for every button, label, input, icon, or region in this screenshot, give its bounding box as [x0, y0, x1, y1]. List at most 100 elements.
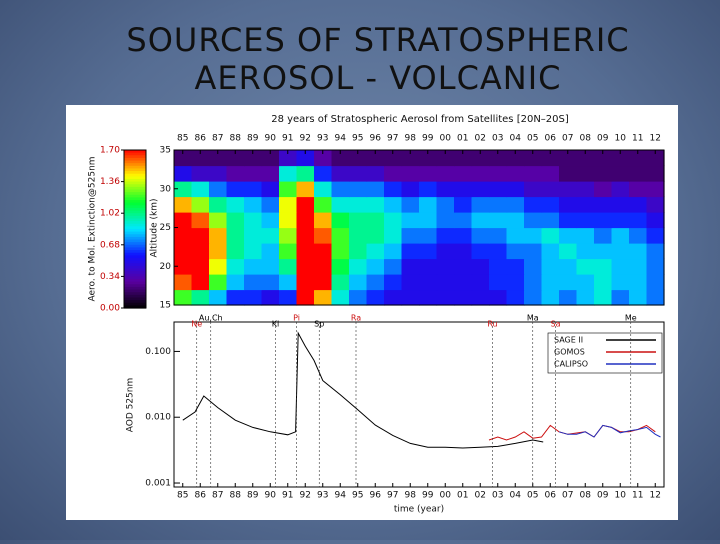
heat-cell — [331, 196, 350, 213]
heat-cell — [331, 258, 350, 275]
volcano-label: Ma — [527, 314, 539, 323]
heat-cell — [191, 196, 210, 213]
heat-cell — [191, 165, 210, 182]
colorbar-swatch — [124, 202, 146, 206]
heat-cell — [594, 289, 613, 306]
colorbar-swatch — [124, 205, 146, 209]
heat-cell — [471, 181, 490, 198]
x-tick-label: 89 — [247, 134, 259, 144]
x-tick-label: 03 — [492, 491, 503, 501]
heat-cell — [261, 196, 280, 213]
colorbar-swatch — [124, 273, 146, 277]
heat-cell — [349, 165, 368, 182]
heat-cell — [559, 196, 578, 213]
colorbar-swatch — [124, 197, 146, 201]
y-tick-label: 25 — [160, 223, 171, 233]
heat-cell — [419, 181, 438, 198]
colorbar-swatch — [124, 302, 146, 306]
heat-cell — [384, 212, 403, 229]
x-tick-label: 10 — [615, 134, 627, 144]
heat-cell — [191, 274, 210, 291]
slide-title: AEROSOL - VOLCANIC — [194, 59, 561, 97]
colorbar-swatch — [124, 231, 146, 235]
heat-cell — [401, 274, 420, 291]
heat-cell — [314, 165, 333, 182]
x-tick-label: 98 — [405, 134, 417, 144]
heat-cell — [629, 181, 648, 198]
heat-cell — [331, 150, 350, 167]
colorbar-swatch — [124, 160, 146, 164]
heat-cell — [436, 212, 455, 229]
heat-cell — [296, 196, 315, 213]
heat-cell — [611, 227, 630, 244]
volcano-label: Ra — [351, 314, 361, 323]
heat-cell — [384, 165, 403, 182]
heat-cell — [524, 150, 543, 167]
heat-cell — [331, 289, 350, 306]
heat-cell — [524, 196, 543, 213]
x-tick-label: 06 — [545, 491, 557, 501]
heat-cell — [454, 289, 473, 306]
heat-cell — [611, 258, 630, 275]
legend-box — [547, 332, 663, 374]
heat-cell — [471, 289, 490, 306]
heat-cell — [594, 150, 613, 167]
heat-cell — [541, 212, 560, 229]
heat-cell — [524, 181, 543, 198]
heat-cell — [244, 150, 263, 167]
chart-title: 28 years of Stratospheric Aerosol from S… — [271, 114, 569, 125]
heat-cell — [401, 150, 420, 167]
heat-cell — [279, 289, 298, 306]
x-tick-label: 96 — [370, 134, 382, 144]
x-tick-label: 00 — [440, 134, 452, 144]
colorbar-swatch — [124, 234, 146, 238]
colorbar-swatch — [124, 271, 146, 275]
heat-cell — [384, 196, 403, 213]
heat-cell — [454, 227, 473, 244]
heat-cell — [226, 243, 245, 260]
heat-cell — [244, 212, 263, 229]
heat-cell — [454, 196, 473, 213]
x-tick-label: 03 — [492, 134, 503, 144]
x-tick-label: 07 — [562, 134, 573, 144]
heat-cell — [244, 258, 263, 275]
colorbar-tick-label: 0.34 — [100, 272, 120, 282]
colorbar-swatch — [124, 229, 146, 233]
heat-cell — [209, 258, 228, 275]
heat-cell — [576, 289, 595, 306]
heat-cell — [524, 243, 543, 260]
plot-frame — [173, 321, 665, 488]
heat-cell — [174, 274, 193, 291]
x-tick-label: 94 — [335, 134, 347, 144]
heat-cell — [471, 165, 490, 182]
heat-cell — [314, 212, 333, 229]
legend-label: CALIPSO — [554, 360, 588, 369]
heat-cell — [226, 289, 245, 306]
heat-cell — [366, 196, 385, 213]
heat-cell — [331, 243, 350, 260]
y-tick-label: 20 — [160, 262, 172, 272]
heat-cell — [646, 150, 665, 167]
colorbar-swatch — [124, 250, 146, 254]
x-tick-label: 12 — [650, 491, 661, 501]
heat-cell — [576, 196, 595, 213]
heat-cell — [489, 243, 508, 260]
x-tick-label: 90 — [265, 491, 277, 501]
heat-cell — [261, 165, 280, 182]
heat-cell — [471, 243, 490, 260]
colorbar-swatch — [124, 155, 146, 159]
heat-cell — [541, 196, 560, 213]
heat-cell — [419, 274, 438, 291]
heat-cell — [191, 289, 210, 306]
heat-cell — [454, 212, 473, 229]
heat-cell — [594, 243, 613, 260]
heat-cell — [541, 289, 560, 306]
heat-cell — [506, 150, 525, 167]
heat-cell — [261, 150, 280, 167]
heat-cell — [349, 196, 368, 213]
heat-cell — [419, 227, 438, 244]
x-tick-label: 09 — [597, 491, 609, 501]
colorbar-swatch — [124, 244, 146, 249]
x-tick-label: 92 — [300, 134, 311, 144]
